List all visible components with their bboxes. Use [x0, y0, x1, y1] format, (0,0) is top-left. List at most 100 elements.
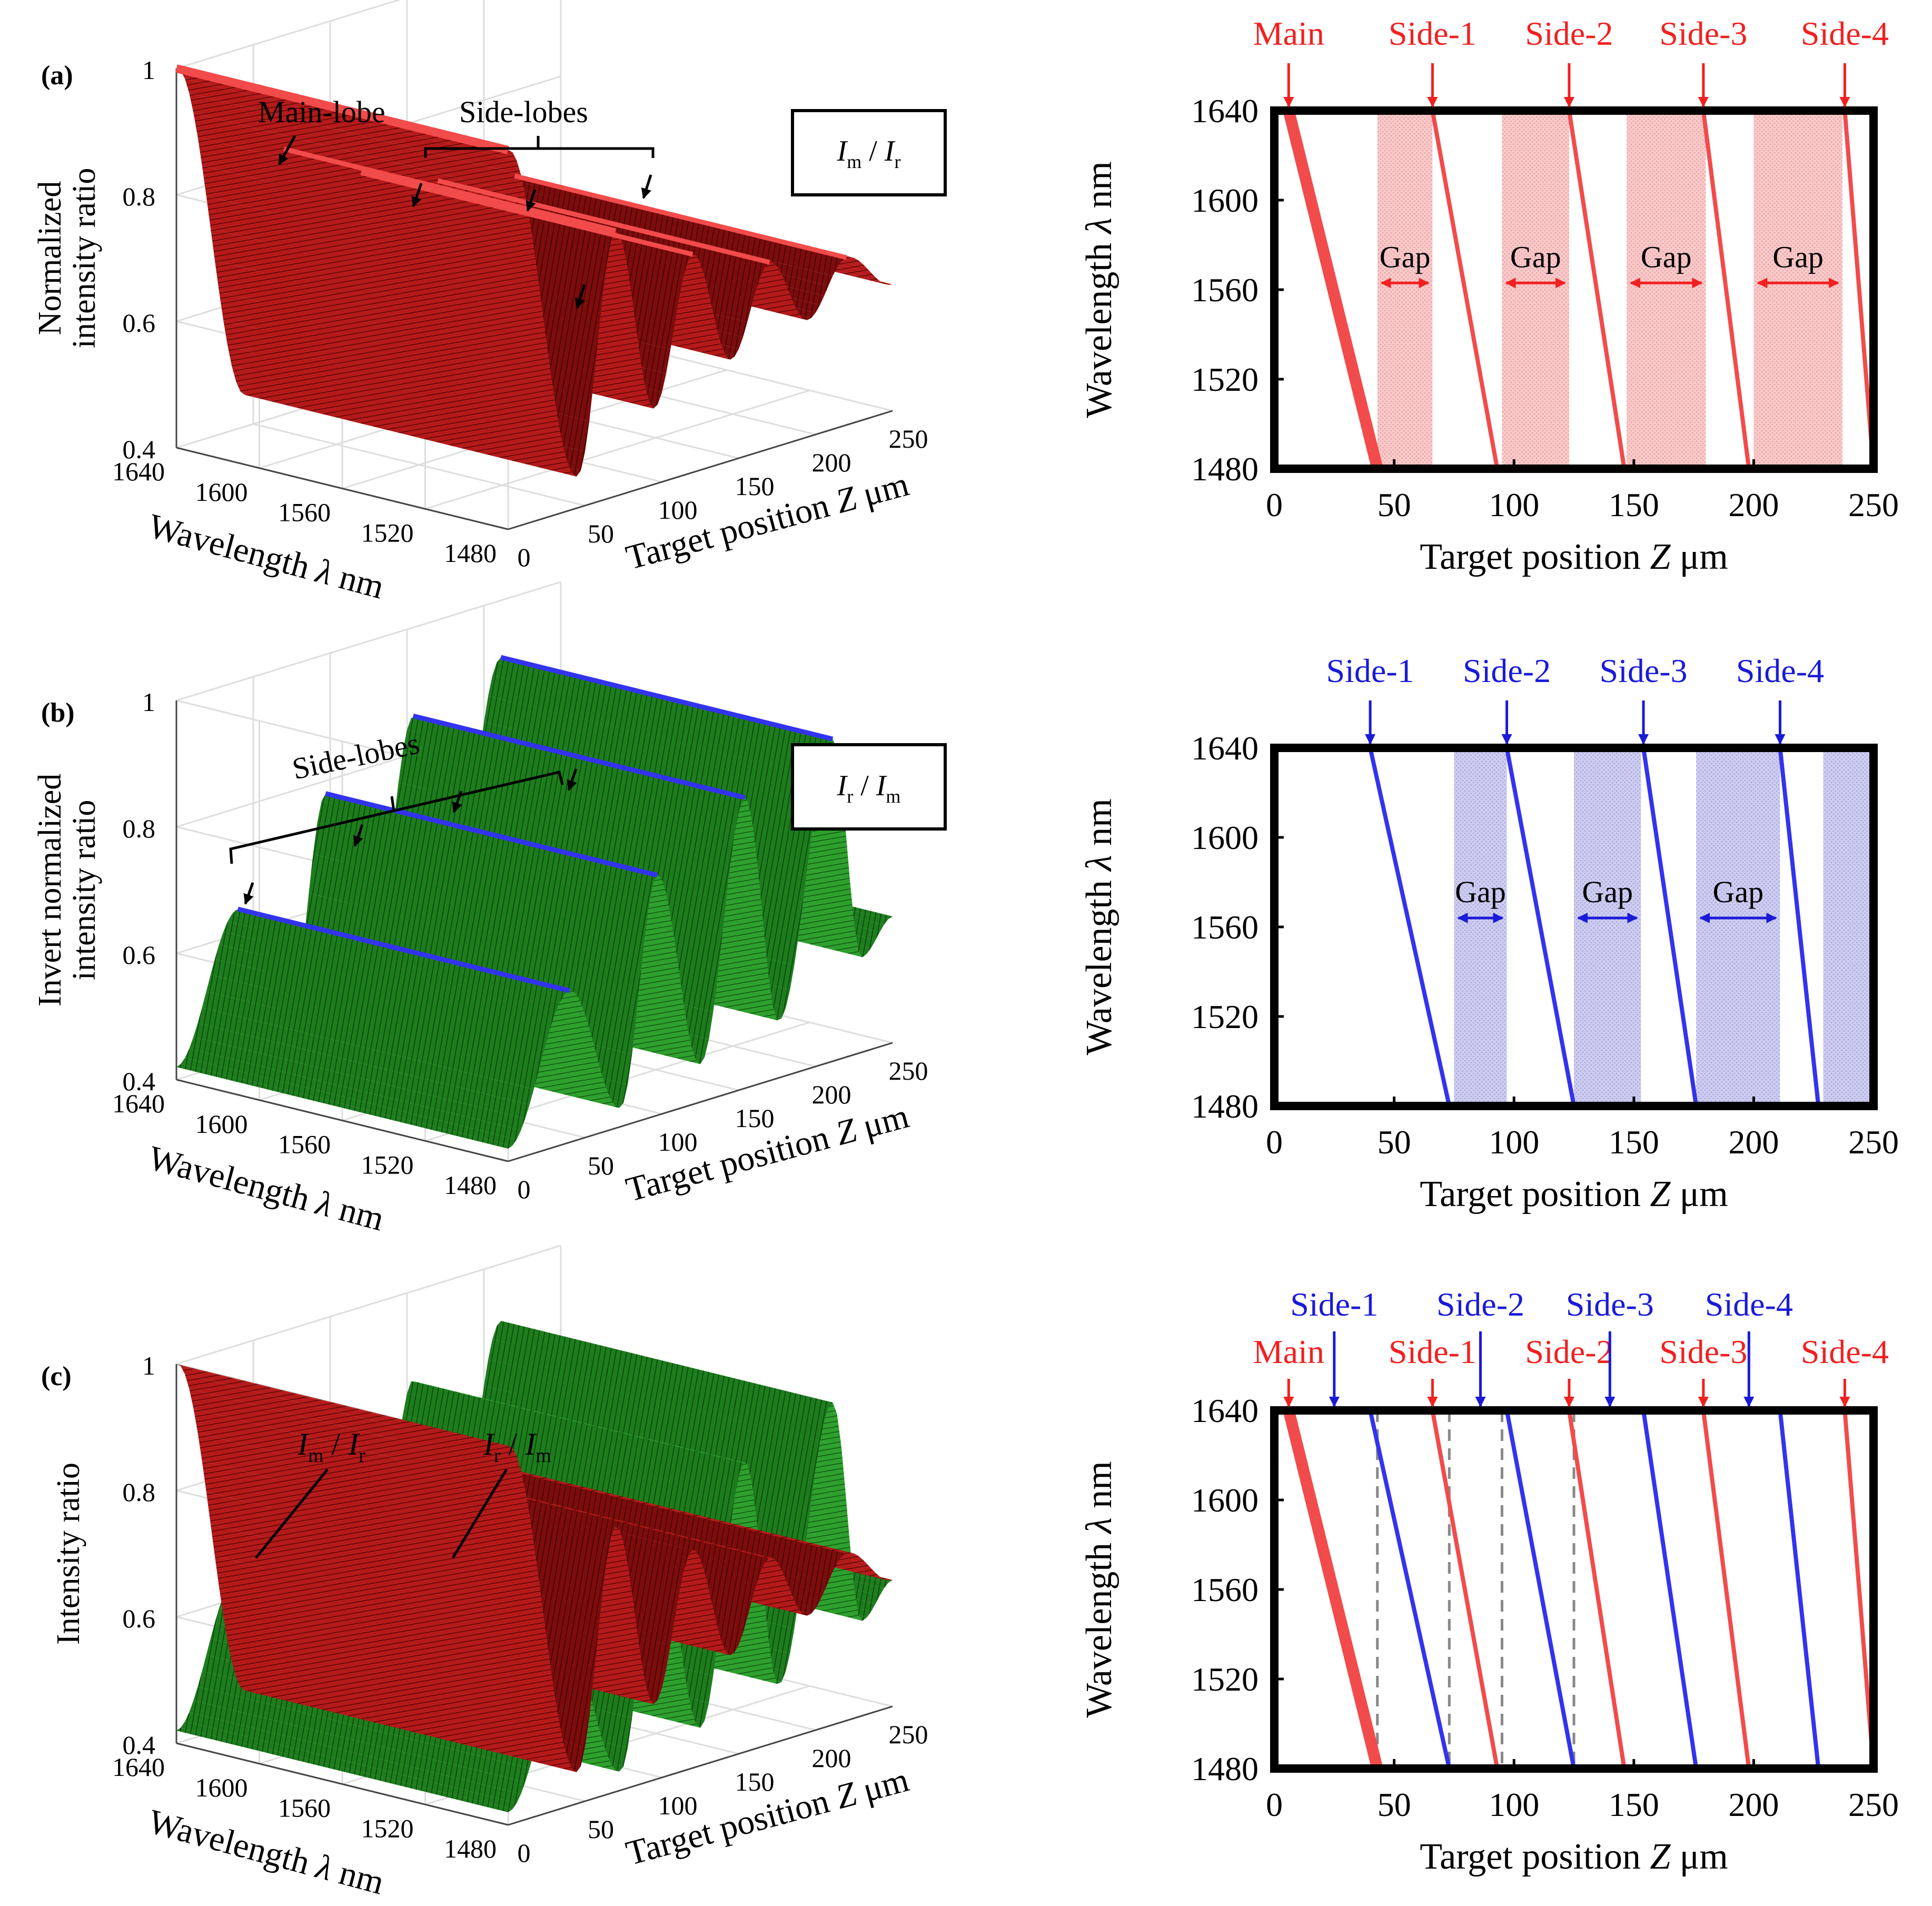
- series-line-main: [1283, 1409, 1383, 1770]
- x-tick-label: 200: [1728, 1123, 1779, 1161]
- series-label-side-1: Side-1: [1389, 1333, 1477, 1370]
- z-tick-label: 1: [142, 1351, 155, 1380]
- series-line-side-1: [1368, 1410, 1452, 1769]
- ridge-line-red-2: [283, 146, 617, 233]
- x-tick-label: 100: [1489, 1123, 1539, 1161]
- z-tick-label: 0.6: [123, 940, 156, 970]
- y-tick-label: 1560: [1191, 1571, 1259, 1608]
- green-surface-strip: [402, 1393, 739, 1497]
- series-line-side-2: [1504, 1410, 1576, 1769]
- series-line-side-4: [1778, 747, 1821, 1107]
- pos-axis-line: [508, 1042, 893, 1162]
- wl-tick-label: 1600: [195, 477, 248, 507]
- grid-line: [425, 389, 810, 510]
- wl-tick-label: 1600: [195, 1773, 248, 1802]
- red-surface-strip: [176, 1364, 513, 1448]
- z-tick-label: 0.8: [123, 1477, 156, 1507]
- wl-axis-label: Wavelength λ nm: [144, 1139, 388, 1238]
- series-label-side-1: Side-1: [1290, 1286, 1378, 1323]
- red-surface-strip: [505, 1475, 841, 1563]
- series-label-side-4: Side-4: [1801, 15, 1889, 52]
- pos-tick-label: 200: [812, 1080, 851, 1109]
- y-tick-label: 1480: [1191, 1088, 1259, 1125]
- red-surface-strip: [223, 320, 560, 428]
- green-surface-strip: [176, 1727, 513, 1812]
- y-axis-label: Wavelength λ nm: [1079, 161, 1119, 418]
- series-line-side-4: [1778, 1410, 1821, 1769]
- green-surface-strip: [227, 914, 564, 1003]
- red-surface-strip: [505, 180, 841, 268]
- series-label-side-2: Side-2: [1525, 1333, 1613, 1370]
- z-axis-label: intensity ratio: [66, 800, 102, 981]
- surface-panel-b: 0.4 0.6 0.8 1 1640 1600 1560 1520 1480 0 50 100 150 2…: [32, 581, 928, 1238]
- side-lobe-arrow-b3: [452, 791, 463, 813]
- pos-tick-label: 250: [889, 424, 928, 453]
- line-panel-b: Gap Gap Gap 0 50 100 150 200 250 1480 1520 1560 1600…: [1079, 652, 1899, 1214]
- z-tick-label: 0.4: [123, 1066, 156, 1096]
- panel-label-b: (b): [41, 698, 75, 728]
- x-tick-label: 50: [1378, 486, 1411, 524]
- green-surface-strip: [193, 1023, 530, 1119]
- x-tick-label: 150: [1609, 486, 1659, 524]
- x-tick-label: 250: [1848, 1786, 1899, 1823]
- z-tick-label: 1: [142, 687, 155, 717]
- y-tick-label: 1600: [1191, 1482, 1259, 1519]
- ratio-label-c1: Im / Ir: [297, 1427, 365, 1467]
- series-label-main: Main: [1253, 15, 1324, 52]
- ratio-leader-c2: [451, 1468, 508, 1559]
- ratio-box-a: Im / Ir: [791, 109, 947, 196]
- green-surface-strip: [232, 910, 568, 996]
- green-surface-strip: [176, 1064, 513, 1149]
- y-tick-label: 1640: [1191, 92, 1259, 130]
- red-surface-strip: [181, 1366, 517, 1456]
- red-surface-strip: [202, 1461, 538, 1574]
- x-tick-label: 250: [1848, 1123, 1899, 1161]
- green-surface-strip: [484, 1359, 820, 1468]
- pos-tick-label: 50: [588, 1814, 614, 1844]
- y-tick-label: 1480: [1191, 1750, 1259, 1788]
- red-surface-strip: [236, 1677, 572, 1769]
- wl-axis-label: Wavelength λ nm: [144, 507, 388, 606]
- pos-tick-label: 0: [518, 1174, 531, 1204]
- series-line-main: [1283, 109, 1383, 470]
- wl-tick-label: 1560: [278, 1793, 331, 1823]
- wl-tick-label: 1600: [195, 1109, 248, 1139]
- x-tick-label: 150: [1609, 1786, 1659, 1823]
- x-tick-label: 50: [1378, 1786, 1411, 1823]
- gap-label: Gap: [1510, 240, 1561, 274]
- surface-panel-c: 0.4 0.6 0.8 1 1640 1600 1560 1520 1480 0 50 100 150 2…: [51, 1245, 928, 1902]
- gap-label: Gap: [1712, 875, 1763, 909]
- z-tick-label: 0.4: [123, 1730, 156, 1760]
- gap-region-4: [1823, 748, 1874, 1106]
- series-line-side-1: [1368, 747, 1452, 1107]
- side-lobe-arrow-a2: [526, 189, 537, 212]
- ratio-label-c2: Ir / Im: [483, 1427, 551, 1467]
- side-lobe-arrow-b2: [353, 824, 364, 847]
- gap-label: Gap: [1772, 240, 1824, 274]
- side-lobe-arrow-a4: [574, 284, 586, 309]
- green-surface-strip: [185, 1712, 521, 1803]
- wl-tick-label: 1520: [361, 1150, 414, 1179]
- red-surface-strip: [223, 1616, 560, 1723]
- gap-label: Gap: [1455, 875, 1506, 909]
- ridge-line-red-4: [437, 178, 770, 265]
- x-tick-label: 200: [1728, 1786, 1779, 1823]
- series-line-side-4: [1842, 110, 1876, 469]
- pos-tick-label: 100: [658, 495, 698, 525]
- wl-tick-label: 1560: [278, 1130, 331, 1159]
- red-surface-strip: [197, 1433, 534, 1543]
- red-surface-strip: [185, 1374, 521, 1470]
- green-surface-strip: [215, 944, 551, 1041]
- series-label-main: Main: [1253, 1333, 1324, 1370]
- red-surface-strip: [185, 78, 521, 175]
- series-label-side-4: Side-4: [1736, 652, 1824, 689]
- ratio-box-b: Ir / Im: [791, 743, 947, 831]
- green-surface-strip: [206, 975, 542, 1073]
- y-tick-label: 1600: [1191, 819, 1259, 856]
- red-surface-strip: [236, 382, 572, 473]
- red-surface-strip: [240, 1687, 577, 1772]
- x-tick-label: 250: [1848, 486, 1899, 524]
- side-lobe-arrow-a1: [411, 183, 423, 208]
- series-label-side-3: Side-3: [1566, 1286, 1654, 1323]
